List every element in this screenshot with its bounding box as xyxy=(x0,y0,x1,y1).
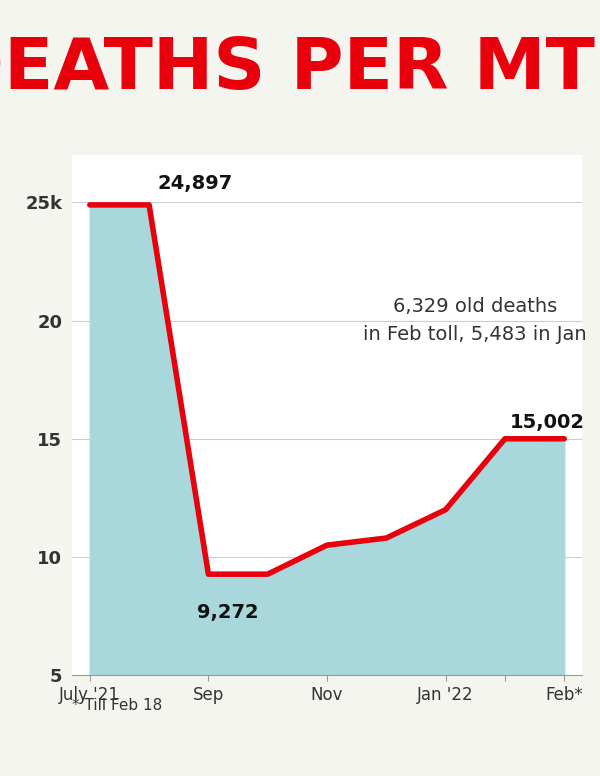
Text: DEATHS PER MTH: DEATHS PER MTH xyxy=(0,36,600,104)
Text: 9,272: 9,272 xyxy=(197,602,258,622)
Text: 24,897: 24,897 xyxy=(158,174,233,193)
Text: 6,329 old deaths
in Feb toll, 5,483 in Jan: 6,329 old deaths in Feb toll, 5,483 in J… xyxy=(364,297,587,344)
Text: * Till Feb 18: * Till Feb 18 xyxy=(72,698,162,713)
Text: 15,002: 15,002 xyxy=(510,413,585,431)
